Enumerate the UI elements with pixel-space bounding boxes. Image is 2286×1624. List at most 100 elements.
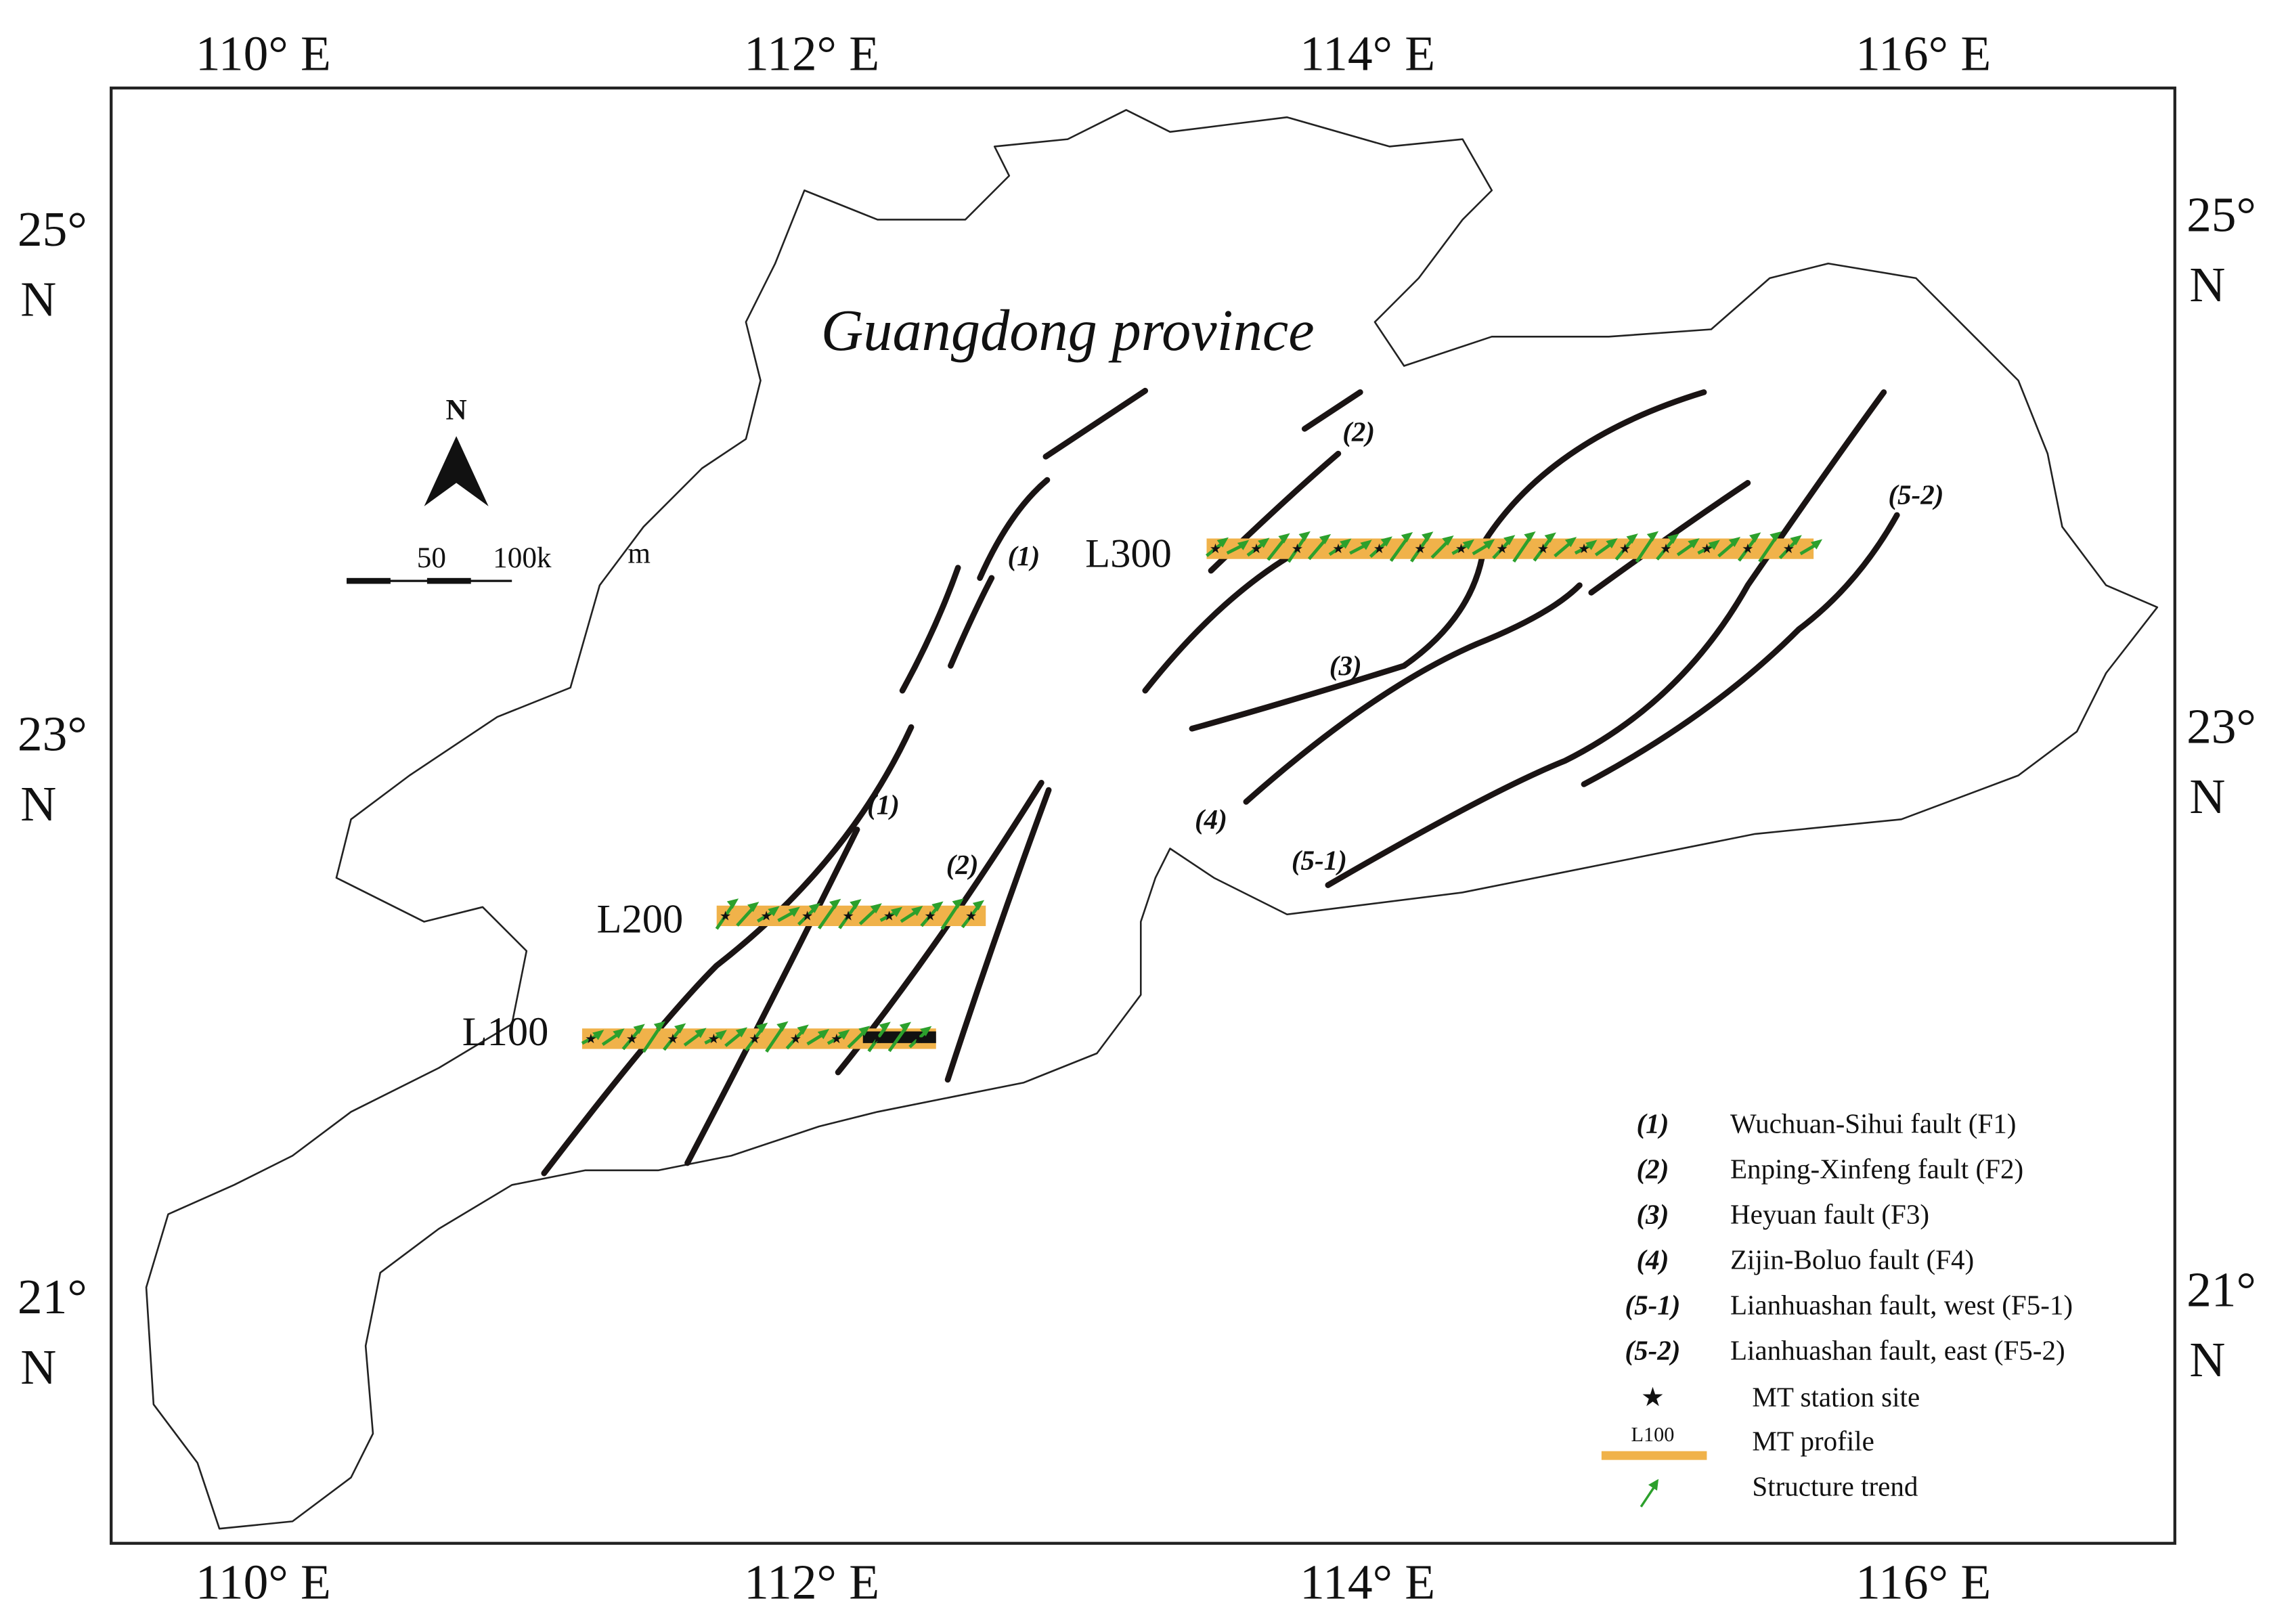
station-star: ★: [720, 910, 731, 924]
trend-arrow-head: [890, 906, 903, 917]
station-star: ★: [924, 910, 936, 924]
fault-line: [1581, 512, 1900, 787]
fault-label: (3): [1329, 650, 1362, 681]
trend-arrow: [1389, 535, 1410, 563]
legend-text: Lianhuashan fault, west (F5-1): [1730, 1289, 2073, 1320]
trend-arrow: [1512, 535, 1533, 563]
trend-arrow-head: [756, 1022, 768, 1033]
fault-line: [977, 477, 1051, 581]
lon-label: 116° E: [1855, 1554, 1991, 1609]
trend-arrow-head: [695, 1028, 707, 1038]
station-star: ★: [1210, 542, 1221, 556]
legend-text: Lianhuashan fault, east (F5-2): [1730, 1334, 2065, 1365]
station-star: ★: [1578, 542, 1589, 556]
trend-arrow-head: [1319, 533, 1332, 544]
lon-label: 110° E: [196, 26, 331, 81]
trend-arrow: [1758, 535, 1779, 563]
station-star: ★: [883, 910, 895, 924]
lat-label: 21°: [2186, 1262, 2256, 1317]
fault-line: [948, 575, 995, 669]
station-star: ★: [831, 1032, 842, 1047]
station-star: ★: [585, 1032, 596, 1047]
faults: [541, 387, 1900, 1177]
station-star: ★: [1742, 542, 1753, 556]
trend-arrow-head: [808, 902, 821, 913]
lon-label: 114° E: [1300, 26, 1435, 81]
profile-label: L200: [597, 897, 684, 942]
scale-bar: 50 100k m: [347, 537, 651, 584]
fault-label: (2): [946, 849, 979, 880]
trend-arrow-head: [920, 1026, 932, 1036]
lon-label: 114° E: [1300, 1554, 1435, 1609]
trend-arrow: [887, 1025, 908, 1053]
lat-label: N: [2189, 1332, 2225, 1387]
station-star: ★: [872, 1032, 883, 1047]
trend-arrow: [838, 902, 859, 929]
trend-arrow-head: [1646, 531, 1659, 542]
lat-label: 23°: [18, 706, 87, 761]
trend-arrow-head: [1749, 532, 1761, 543]
lat-label: N: [2189, 257, 2225, 312]
trend-arrow-head: [1524, 531, 1536, 542]
trend-arrow-head: [850, 899, 862, 910]
trend-arrow-head: [1503, 535, 1516, 546]
station-star: ★: [842, 910, 854, 924]
lat-label: 23°: [2186, 699, 2256, 754]
fault-line: [1588, 480, 1751, 596]
fault-line: [1189, 389, 1707, 732]
trend-arrow-head: [858, 1026, 871, 1036]
trend-arrow: [867, 1025, 888, 1053]
scale-label: 50: [417, 542, 446, 574]
trend-arrow: [642, 1024, 663, 1053]
legend-text: Structure trend: [1752, 1470, 1918, 1501]
trend-arrow-head: [1401, 532, 1413, 543]
fault-line: [1325, 389, 1887, 888]
trend-arrow-head: [735, 1027, 748, 1038]
trend-arrow-head: [1708, 540, 1720, 550]
fault-label: (5-1): [1292, 845, 1347, 876]
legend-text: MT station site: [1752, 1381, 1920, 1412]
legend-symbol: (4): [1637, 1244, 1669, 1275]
scale-unit: m: [628, 537, 651, 569]
trend-arrow-head: [1298, 531, 1311, 542]
trend-arrow-head: [592, 1030, 605, 1040]
legend-symbol: (2): [1637, 1153, 1669, 1184]
lon-label: 112° E: [744, 1554, 879, 1609]
trend-arrow-head: [747, 902, 760, 913]
trend-arrow-head: [1237, 540, 1250, 550]
fault-label: (1): [1007, 540, 1040, 571]
profile-label: L100: [462, 1009, 549, 1055]
legend-text: Enping-Xinfeng fault (F2): [1730, 1153, 2023, 1184]
lon-label: 116° E: [1855, 26, 1991, 81]
trend-arrow-head: [1790, 535, 1802, 546]
trend-arrow-head: [952, 898, 964, 909]
trend-arrow-head: [1340, 538, 1352, 549]
station-star: ★: [1619, 542, 1631, 556]
fault-line: [944, 787, 1052, 1083]
trend-arrow-head: [1258, 537, 1270, 548]
trend-arrow-head: [1606, 537, 1618, 549]
trend-arrow: [940, 902, 961, 930]
station-star: ★: [708, 1032, 720, 1047]
trend-arrow-head: [653, 1021, 666, 1032]
legend-symbol: (5-2): [1625, 1334, 1680, 1365]
profile-label: L300: [1085, 531, 1172, 576]
station-star: ★: [913, 1032, 924, 1047]
trend-arrow: [817, 902, 838, 929]
trend-arrow-head: [633, 1024, 645, 1034]
fault-line: [684, 827, 860, 1166]
station-star: ★: [801, 910, 813, 924]
trend-arrow: [1287, 534, 1308, 563]
trend-arrow: [1410, 535, 1430, 563]
legend-text: Zijin-Boluo fault (F4): [1730, 1244, 1974, 1275]
lon-label: 110° E: [196, 1554, 331, 1609]
fault-line: [1042, 387, 1149, 460]
fault-line: [1243, 582, 1583, 805]
trend-arrow-head: [1667, 533, 1679, 544]
trend-arrow-head: [1688, 538, 1700, 549]
station-star: ★: [1455, 542, 1467, 556]
station-star: ★: [1414, 542, 1426, 556]
station-star: ★: [1250, 542, 1262, 556]
lat-label: N: [20, 272, 56, 327]
